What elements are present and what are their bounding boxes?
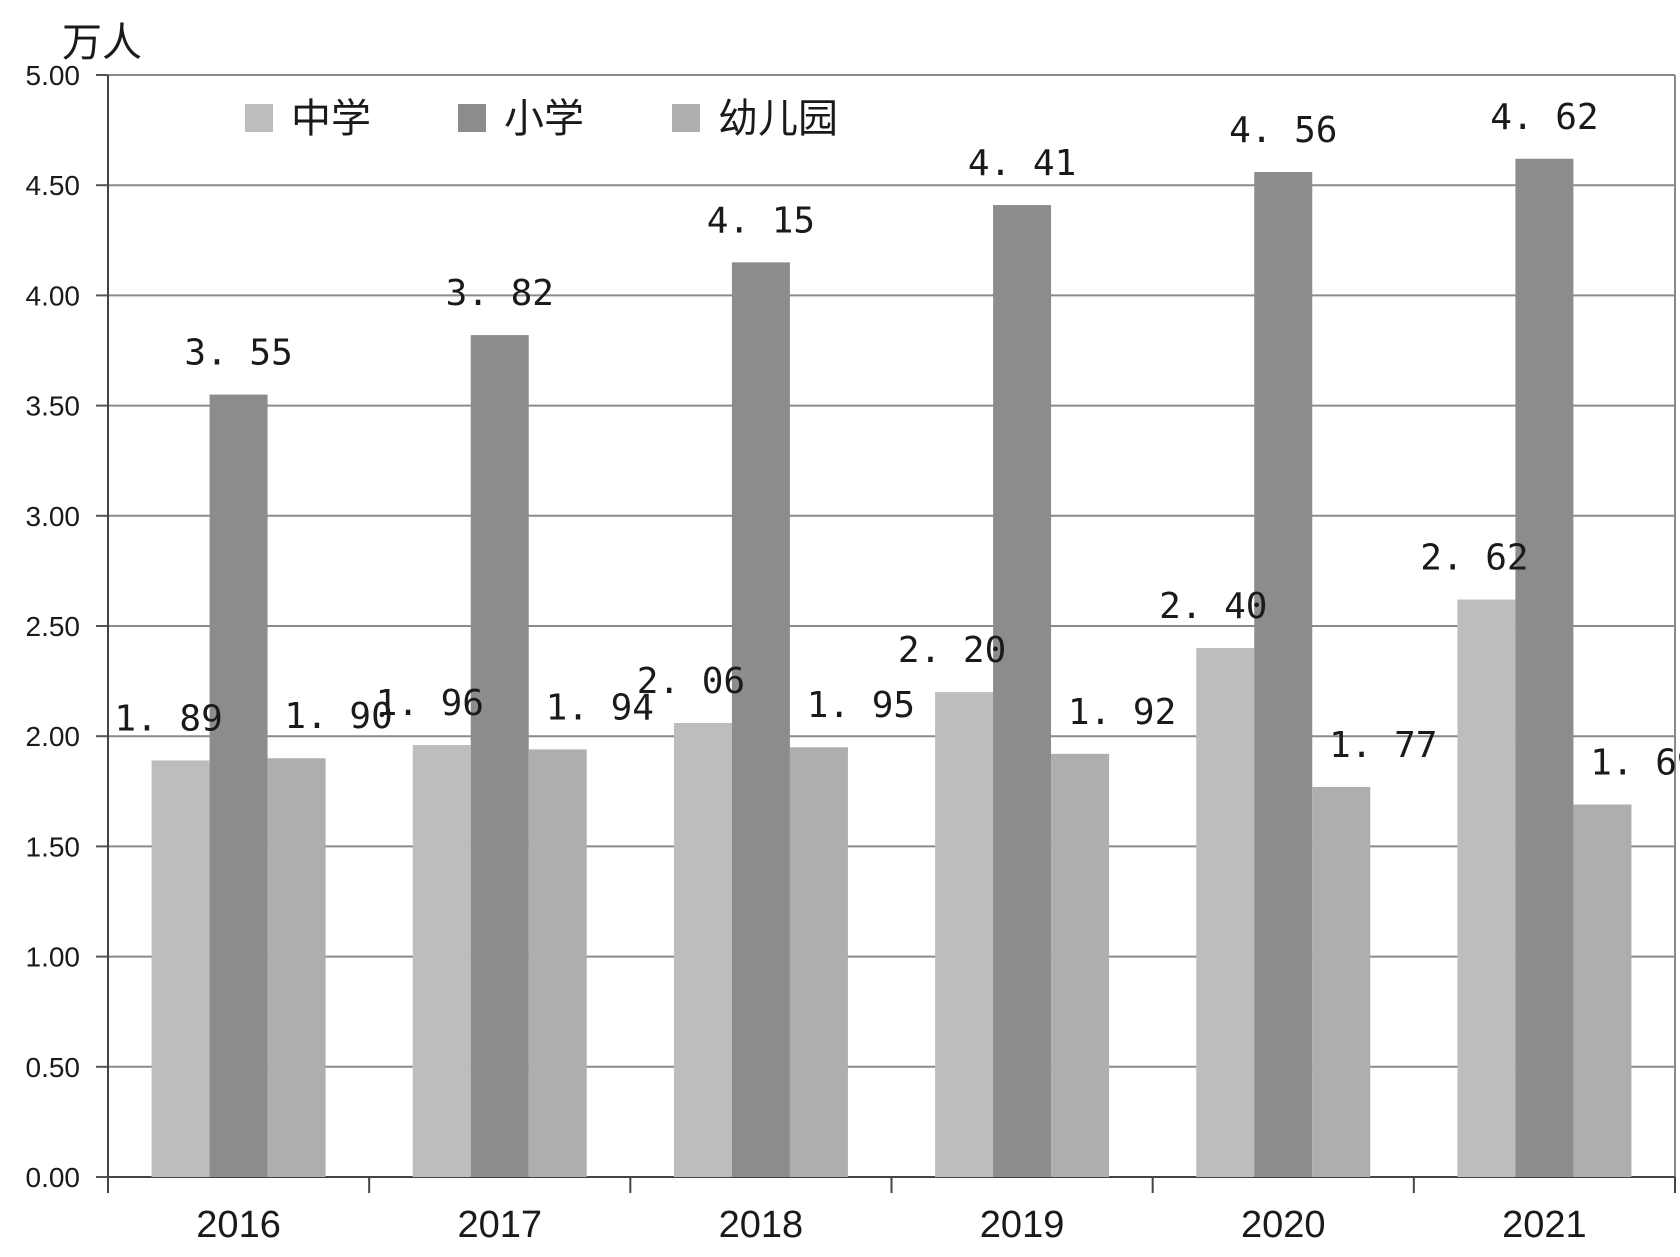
data-label: 4. 15 [707,200,815,241]
legend-swatch [672,104,700,132]
data-label: 3. 82 [446,273,554,314]
bars [151,158,1632,1178]
bar [1457,599,1516,1177]
data-label: 2. 20 [898,630,1006,671]
data-label: 1. 96 [376,683,484,724]
y-axis-unit: 万人 [62,20,142,66]
y-tick-label: 0.50 [26,1052,81,1083]
y-tick-label: 2.00 [26,721,81,752]
bar [935,692,994,1177]
legend-entry: 幼儿园 [718,96,838,142]
data-label: 1. 89 [114,698,222,739]
bar [1051,753,1110,1177]
data-label: 2. 62 [1420,538,1528,579]
data-label: 1. 90 [284,696,392,737]
legend-entry: 中学 [291,96,371,142]
legend-entry: 小学 [504,96,584,142]
y-tick-label: 4.00 [26,280,81,311]
legend-swatch [458,104,486,132]
bar [789,747,848,1177]
bar [470,335,529,1177]
data-label: 3. 55 [184,333,292,374]
bar [151,760,210,1177]
y-tick-label: 2.50 [26,611,81,642]
data-label: 4. 56 [1229,110,1337,151]
data-label: 2. 06 [637,661,745,702]
x-tick-label: 2019 [980,1204,1065,1246]
data-label: 1. 94 [546,687,654,728]
bar [1515,158,1574,1177]
y-tick-label: 0.00 [26,1162,81,1193]
y-tick-label: 1.00 [26,942,81,973]
bar [267,758,326,1177]
bar [673,722,732,1177]
bar [1196,648,1255,1177]
data-label: 1. 77 [1329,725,1437,766]
y-tick-label: 3.00 [26,501,81,532]
data-label: 2. 40 [1159,586,1267,627]
data-label: 1. 95 [807,685,915,726]
x-tick-label: 2018 [719,1204,804,1246]
bar [1254,171,1313,1177]
bar [412,745,471,1177]
bar [993,205,1052,1177]
y-tick-label: 1.50 [26,831,81,862]
data-label: 1. 69 [1590,743,1680,784]
axes: 0.00 0.50 1.00 1.50 2.00 2.50 3.00 3.50 4.00 4.50… [26,60,1676,1246]
data-labels: 1. 89 3. 55 1. 901. 96 3. 82 1. 942. 06 4. 15… [114,97,1680,784]
x-tick-label: 2021 [1502,1204,1587,1246]
x-tick-label: 2020 [1241,1204,1326,1246]
legend: 中学 小学 幼儿园 [245,96,838,142]
legend-swatch [245,104,273,132]
data-label: 4. 62 [1490,97,1598,138]
bar [1312,786,1371,1177]
bar [1573,804,1632,1177]
y-tick-label: 4.50 [26,170,81,201]
grid [108,74,1676,1177]
data-label: 4. 41 [968,143,1076,184]
y-tick-label: 3.50 [26,391,81,422]
x-tick-label: 2016 [196,1204,281,1246]
y-tick-label: 5.00 [26,60,81,91]
bar [209,394,268,1178]
bar [731,262,790,1178]
x-tick-label: 2017 [457,1204,542,1246]
bar [528,749,587,1177]
data-label: 1. 92 [1068,692,1176,733]
